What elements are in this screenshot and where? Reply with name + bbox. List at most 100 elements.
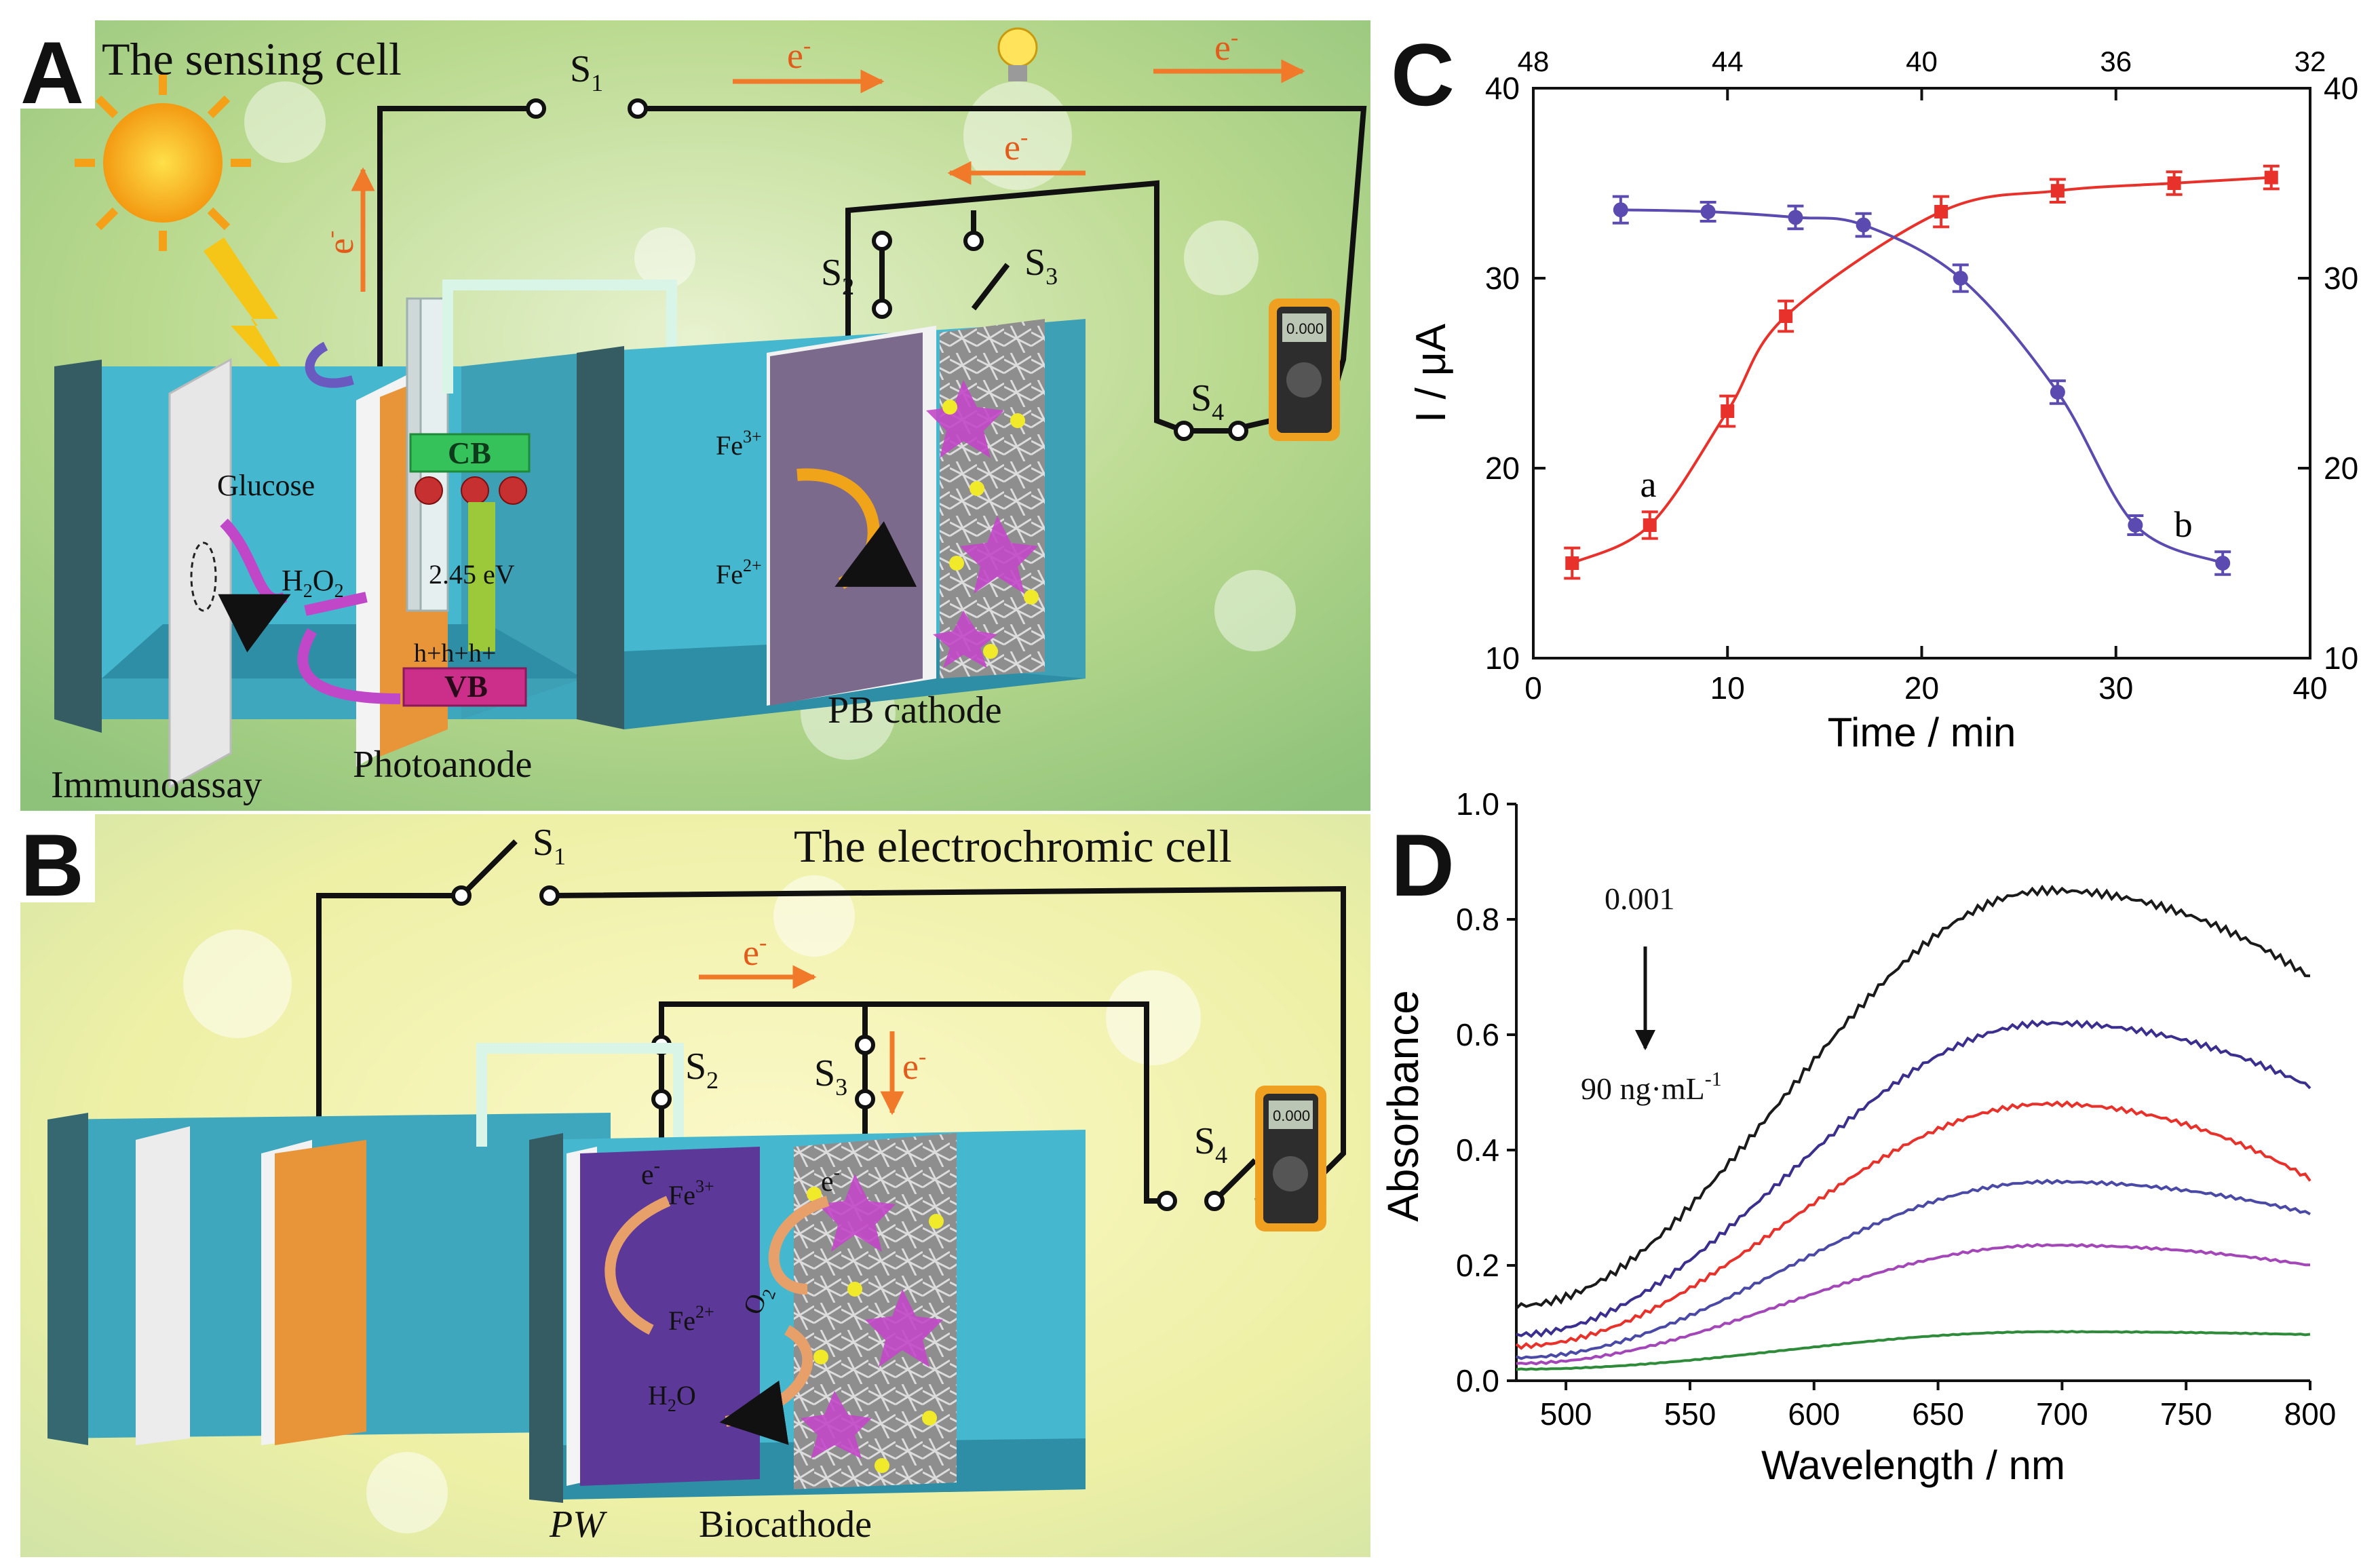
y-axis-label-c: I / μA bbox=[1408, 323, 1455, 423]
multimeter-icon-b: 0.000 bbox=[1255, 1086, 1326, 1231]
y-tick-label-d: 1.0 bbox=[1456, 786, 1499, 822]
holes-label: h+h+h+ bbox=[414, 639, 496, 668]
data-point-b bbox=[1788, 210, 1803, 225]
spectrum-line-6 bbox=[1516, 1330, 2311, 1371]
bandgap-bar bbox=[468, 502, 495, 651]
fe3-label-a: Fe3+ bbox=[716, 427, 762, 461]
panel-b-letter: B bbox=[20, 816, 84, 915]
fe2-label-a: Fe2+ bbox=[716, 556, 762, 590]
panel-a: A The sensing cell bbox=[20, 20, 1370, 811]
switch-s3-label: S3 bbox=[1024, 242, 1058, 290]
electron-label-vertical: e- bbox=[318, 231, 361, 254]
label-pb-cathode: PB cathode bbox=[828, 689, 1002, 731]
y-tick-label-c: 10 bbox=[1485, 640, 1520, 676]
y-tick-label-d: 0.6 bbox=[1456, 1017, 1499, 1052]
y-tick-label-c: 40 bbox=[1485, 71, 1520, 106]
switch-contacts-a bbox=[526, 98, 1248, 441]
arrow-top-label: 0.001 bbox=[1605, 881, 1675, 916]
switch-s4-label-b: S4 bbox=[1194, 1120, 1227, 1168]
right-tick-label-c: 20 bbox=[2324, 451, 2358, 486]
vb-block bbox=[402, 667, 527, 707]
right-tick-label-c: 10 bbox=[2324, 640, 2358, 676]
glucose-label: Glucose bbox=[217, 469, 315, 502]
x-tick-label-d: 550 bbox=[1664, 1396, 1716, 1432]
switch-s1-label: S1 bbox=[570, 48, 603, 96]
data-point-a bbox=[1643, 518, 1657, 532]
fe2-label-b: Fe2+ bbox=[668, 1302, 714, 1336]
electron-label-b-cathode: e- bbox=[821, 1162, 840, 1198]
lightning-icon bbox=[204, 237, 305, 407]
data-point-a bbox=[1779, 309, 1793, 323]
electron-label-top-1: e- bbox=[787, 33, 811, 76]
panel-a-letter: A bbox=[20, 23, 84, 122]
panel-c-letter: C bbox=[1391, 25, 1455, 124]
panel-d: D 500 550 600 650 700 750 800 0.0 0.2 0.4 0.6 0.8 1.… bbox=[1379, 786, 2336, 1488]
switch-s2-label-b: S2 bbox=[685, 1046, 718, 1094]
switch-s3-open bbox=[971, 263, 1010, 311]
panel-a-letter-bg bbox=[20, 20, 95, 109]
x-tick-label-d: 650 bbox=[1912, 1396, 1964, 1432]
electrochromic-cell-left bbox=[47, 1043, 684, 1445]
switch-s1-label-b: S1 bbox=[533, 822, 566, 870]
data-point-b bbox=[1613, 202, 1628, 218]
y-tick-label-c: 30 bbox=[1485, 261, 1520, 296]
label-pw: PW bbox=[549, 1504, 607, 1546]
data-point-b bbox=[2050, 385, 2065, 400]
electrochromic-cell-right: e- Fe3+ Fe2+ e- O2 H2O bbox=[529, 1130, 1086, 1503]
x-tick-label-c: 40 bbox=[2292, 670, 2327, 706]
label-photoanode: Photoanode bbox=[353, 744, 532, 786]
fe3-label-b: Fe3+ bbox=[668, 1177, 714, 1210]
top-tick-label-c: 32 bbox=[2295, 45, 2326, 77]
top-tick-label-c: 36 bbox=[2100, 45, 2132, 77]
multimeter-icon-a: 0.000 bbox=[1269, 299, 1340, 441]
multimeter-display-b: 0.000 bbox=[1273, 1107, 1310, 1124]
o2-label-b: O2 bbox=[737, 1281, 780, 1320]
spectrum-line-5 bbox=[1516, 1242, 2311, 1366]
switch-s1-open-b bbox=[459, 839, 518, 898]
electron-label-b-vertical: e- bbox=[902, 1044, 926, 1087]
electron-label-b-pw: e- bbox=[641, 1155, 660, 1191]
panel-b: B The electrochromic cell S1 S2 S3 S4 e-… bbox=[20, 814, 1370, 1557]
data-point-b bbox=[1856, 217, 1871, 233]
sensing-cell-left: Glucose H2O2 CB 2.45 eV h+h+h+ VB bbox=[54, 280, 677, 789]
data-point-a bbox=[2264, 170, 2278, 185]
band-diagram: CB 2.45 eV h+h+h+ VB bbox=[402, 297, 531, 707]
data-point-b bbox=[2128, 518, 2143, 533]
panel-a-title: The sensing cell bbox=[102, 33, 402, 85]
series-line-b bbox=[1620, 208, 2223, 565]
top-tick-label-c: 48 bbox=[1518, 45, 1550, 77]
data-point-a bbox=[2167, 176, 2181, 190]
y-tick-label-d: 0.0 bbox=[1456, 1363, 1499, 1398]
plot-frame-c bbox=[1532, 87, 2311, 659]
cb-label: CB bbox=[448, 436, 491, 470]
spectrum-line-2 bbox=[1516, 1019, 2311, 1339]
arrow-bottom-label: 90 ng·mL-1 bbox=[1581, 1068, 1722, 1106]
panel-b-title: The electrochromic cell bbox=[794, 820, 1232, 872]
data-point-a bbox=[1721, 404, 1735, 418]
series-line-a bbox=[1571, 176, 2271, 565]
switch-s2-label: S2 bbox=[821, 252, 854, 300]
switch-s3-label-b: S3 bbox=[814, 1052, 847, 1101]
x-tick-label-d: 750 bbox=[2160, 1396, 2212, 1432]
sensing-cell-right: Fe3+ Fe2+ bbox=[577, 319, 1086, 729]
series-annotation-a: a bbox=[1640, 464, 1656, 505]
y-tick-label-d: 0.8 bbox=[1456, 902, 1499, 937]
x-tick-label-c: 20 bbox=[1904, 670, 1939, 706]
panel-d-letter: D bbox=[1391, 816, 1455, 915]
x-tick-label-d: 600 bbox=[1788, 1396, 1840, 1432]
x-tick-label-d: 500 bbox=[1540, 1396, 1592, 1432]
series-annotation-b: b bbox=[2174, 504, 2193, 545]
spectrum-line-1 bbox=[1515, 884, 2311, 1309]
y-tick-label-d: 0.4 bbox=[1456, 1132, 1499, 1168]
data-point-a bbox=[1934, 205, 1949, 218]
y-axis-label-d: Absorbance bbox=[1379, 990, 1427, 1222]
top-tick-label-c: 40 bbox=[1906, 45, 1938, 77]
cb-block bbox=[409, 433, 531, 473]
bandgap-label: 2.45 eV bbox=[429, 559, 515, 590]
electron-label-mid: e- bbox=[1004, 125, 1028, 168]
x-tick-label-c: 10 bbox=[1710, 670, 1745, 706]
right-tick-label-c: 40 bbox=[2324, 71, 2358, 106]
spectrum-line-3 bbox=[1515, 1100, 2311, 1350]
